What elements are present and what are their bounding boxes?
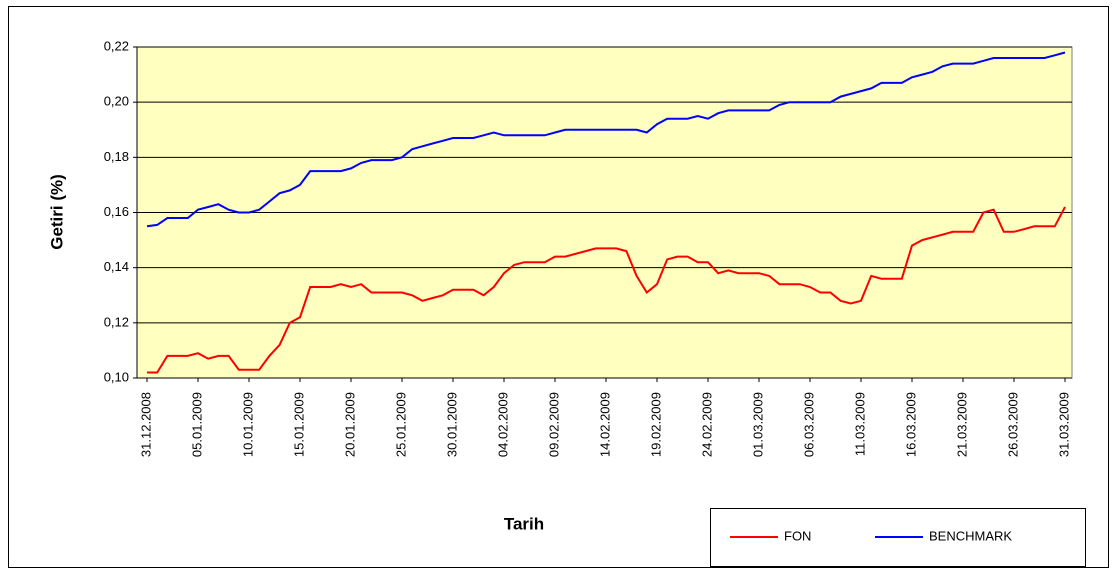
x-tick-label: 10.01.2009 <box>240 392 255 457</box>
x-tick-label: 31.03.2009 <box>1056 392 1071 457</box>
legend-label: FON <box>784 528 811 543</box>
x-tick-label: 21.03.2009 <box>954 392 969 457</box>
x-tick-label: 06.03.2009 <box>801 392 816 457</box>
x-tick-label: 20.01.2009 <box>342 392 357 457</box>
y-tick-label: 0,12 <box>104 314 129 329</box>
x-tick-label: 14.02.2009 <box>597 392 612 457</box>
x-tick-label: 25.01.2009 <box>393 392 408 457</box>
y-tick-label: 0,10 <box>104 369 129 384</box>
x-tick-label: 16.03.2009 <box>903 392 918 457</box>
y-tick-label: 0,22 <box>104 38 129 53</box>
y-tick-label: 0,14 <box>104 259 129 274</box>
x-tick-label: 15.01.2009 <box>291 392 306 457</box>
x-tick-label: 09.02.2009 <box>546 392 561 457</box>
series-line <box>147 206 1066 374</box>
x-tick-label: 19.02.2009 <box>648 392 663 457</box>
y-tick-label: 0,16 <box>104 204 129 219</box>
x-tick-label: 30.01.2009 <box>444 392 459 457</box>
x-tick-label: 31.12.2008 <box>138 392 153 457</box>
series-line <box>146 51 1066 228</box>
y-axis-title: Getiri (%) <box>47 174 66 250</box>
x-tick-label: 05.01.2009 <box>189 392 204 457</box>
x-tick-label: 04.02.2009 <box>495 392 510 457</box>
x-axis-title: Tarih <box>504 514 544 533</box>
y-tick-label: 0,20 <box>104 94 129 109</box>
x-tick-label: 26.03.2009 <box>1005 392 1020 457</box>
x-tick-label: 24.02.2009 <box>699 392 714 457</box>
y-tick-label: 0,18 <box>104 149 129 164</box>
legend-label: BENCHMARK <box>929 528 1012 543</box>
x-tick-label: 11.03.2009 <box>852 392 867 456</box>
x-tick-label: 01.03.2009 <box>750 392 765 457</box>
